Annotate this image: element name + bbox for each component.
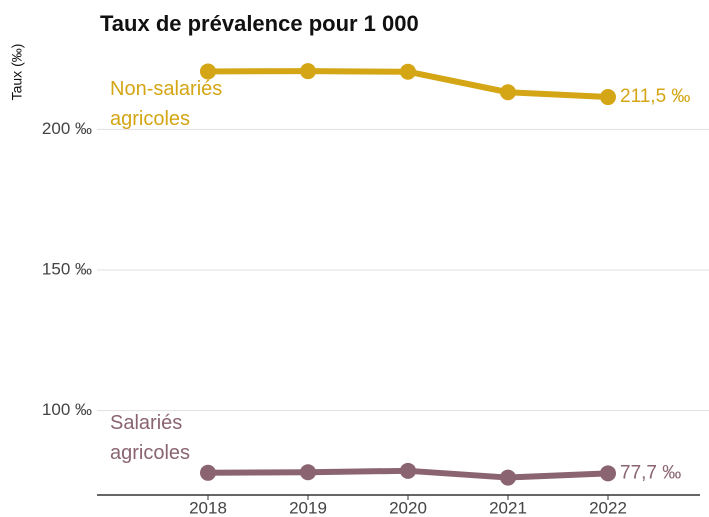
y-tick-label: 150 ‰: [42, 259, 92, 278]
point: [600, 89, 616, 106]
point: [500, 84, 516, 101]
point: [300, 464, 316, 481]
point: [300, 63, 316, 80]
y-axis-label: Taux (‰): [9, 44, 25, 101]
point: [600, 465, 616, 482]
series-label: Non-salariés agricoles: [110, 78, 223, 131]
point: [400, 462, 416, 479]
point: [200, 464, 216, 481]
series-label: Salariés agricoles: [110, 411, 191, 464]
value-label: 211,5 ‰: [620, 86, 690, 107]
point: [200, 63, 216, 80]
x-tick-label: 2018: [189, 498, 227, 517]
x-tick-label: 2019: [289, 498, 327, 517]
x-tick-label: 2022: [589, 498, 627, 517]
chart-title: Taux de prévalence pour 1 000: [100, 11, 419, 36]
y-tick-label: 200 ‰: [42, 119, 92, 138]
point: [500, 469, 516, 486]
x-tick-label: 2021: [489, 498, 527, 517]
y-tick-label: 100 ‰: [42, 400, 92, 419]
x-tick-label: 2020: [389, 498, 427, 517]
point: [400, 63, 416, 80]
value-label: 77,7 ‰: [620, 462, 681, 483]
